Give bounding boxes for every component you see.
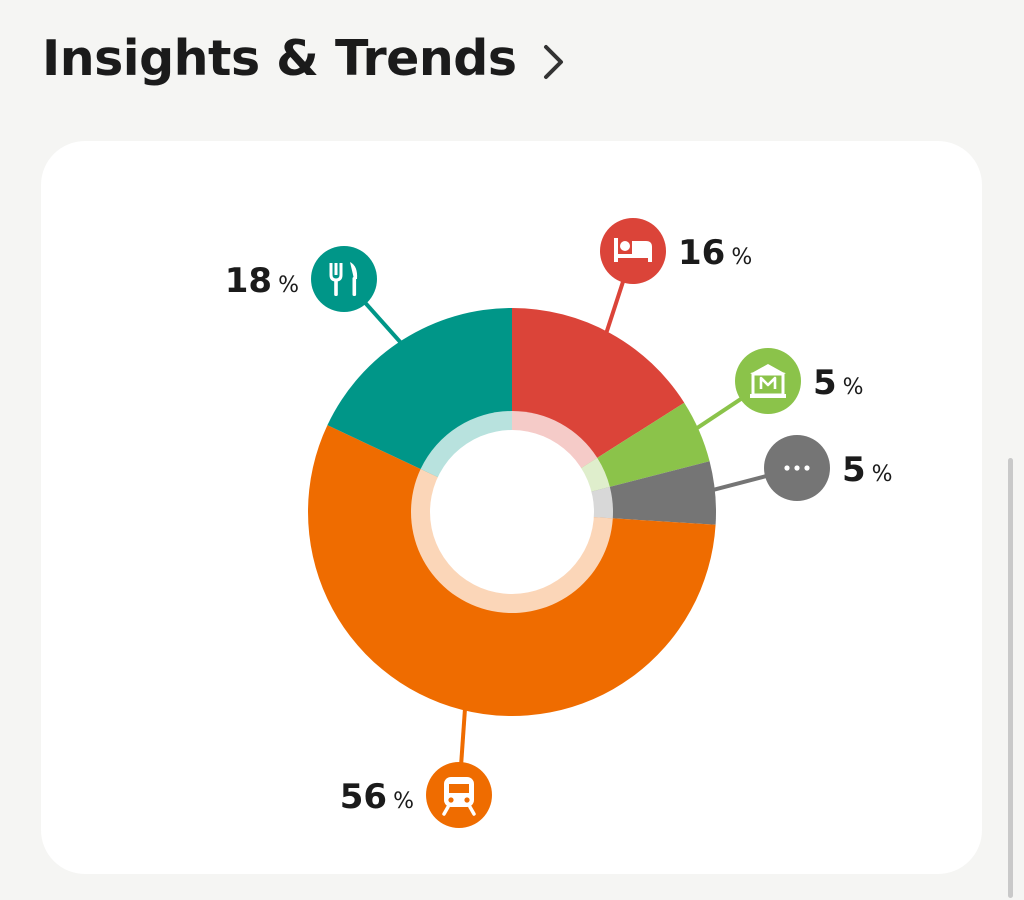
- slice-unit-3: %: [393, 789, 414, 814]
- slice-label-2: 5%: [842, 450, 893, 490]
- slice-value-0: 16: [678, 233, 725, 273]
- museum-icon-badge[interactable]: [735, 348, 801, 414]
- donut-hole: [430, 430, 594, 594]
- insights-header[interactable]: Insights & Trends: [42, 30, 565, 87]
- bed-icon: [614, 238, 652, 262]
- slice-unit-4: %: [278, 273, 299, 298]
- scrollbar[interactable]: [1008, 458, 1013, 898]
- slice-unit-1: %: [843, 375, 864, 400]
- slice-label-0: 16%: [678, 233, 752, 273]
- restaurant-icon: [329, 262, 358, 296]
- slice-value-1: 5: [813, 363, 837, 403]
- slice-unit-0: %: [731, 245, 752, 270]
- slice-value-4: 18: [225, 261, 272, 301]
- slice-value-2: 5: [842, 450, 866, 490]
- page-title: Insights & Trends: [42, 30, 517, 87]
- slice-unit-2: %: [872, 462, 893, 487]
- train-icon: [442, 777, 476, 816]
- slice-label-1: 5%: [813, 363, 864, 403]
- chevron-right-icon: [543, 44, 563, 79]
- slice-value-3: 56: [340, 777, 387, 817]
- restaurant-icon-badge[interactable]: [311, 246, 377, 312]
- slice-label-3: 56%: [340, 777, 414, 817]
- more-icon: [784, 465, 810, 471]
- slice-label-4: 18%: [225, 261, 299, 301]
- museum-icon: [750, 364, 786, 398]
